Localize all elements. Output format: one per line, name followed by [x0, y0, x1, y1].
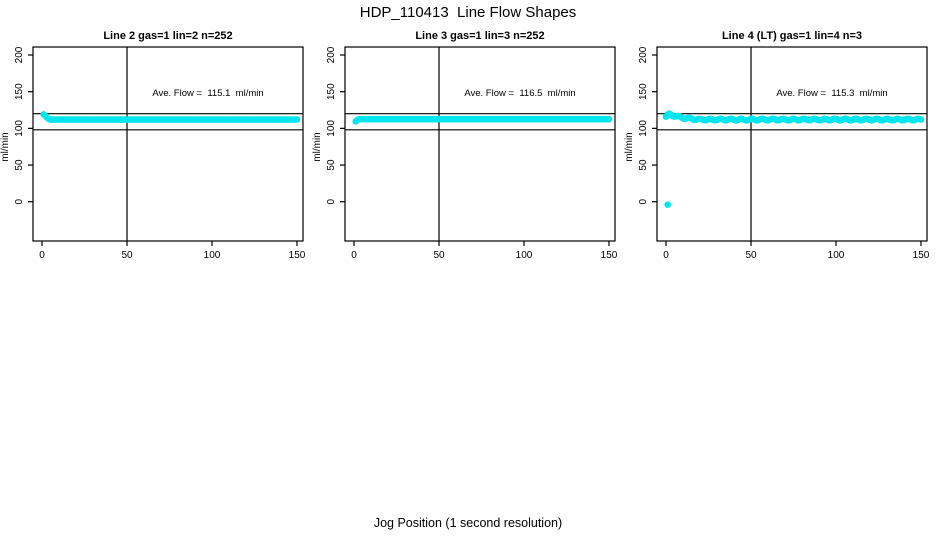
axes: 0 50 100 150 200 0 50 100 150 [326, 46, 618, 261]
ave-flow-annotation: Ave. Flow = 115.3 ml/min [776, 88, 887, 99]
y-tick-label: 50 [326, 159, 337, 171]
data-points [40, 111, 301, 123]
panel-line2-svg: Line 2 gas=1 lin=2 n=252 0 50 100 150 200 0 50… [0, 30, 306, 261]
data-point [917, 116, 925, 123]
data-points [352, 115, 613, 125]
panel-title: Line 4 (LT) gas=1 lin=4 n=3 [722, 30, 862, 42]
x-tick-label: 50 [745, 250, 757, 261]
y-axis-title: ml/min [312, 132, 323, 161]
axes: 0 50 100 150 200 0 50 100 150 [638, 46, 930, 261]
y-tick-label: 200 [14, 46, 25, 63]
y-tick-label: 100 [326, 120, 337, 137]
x-tick-label: 0 [663, 250, 669, 261]
panel-title: Line 2 gas=1 lin=2 n=252 [103, 30, 232, 42]
x-axis-title: Jog Position (1 second resolution) [373, 516, 563, 530]
y-tick-label: 150 [326, 83, 337, 100]
axes: 0 50 100 150 200 0 50 100 150 [14, 46, 306, 261]
x-tick-label: 50 [121, 250, 133, 261]
y-tick-label: 200 [638, 46, 649, 63]
x-tick-label: 100 [828, 250, 845, 261]
data-points [662, 110, 925, 208]
data-point [293, 116, 301, 123]
y-tick-label: 50 [638, 159, 649, 171]
y-tick-label: 100 [14, 120, 25, 137]
panels-row: Line 2 gas=1 lin=2 n=252 0 50 100 150 200 0 50… [0, 27, 936, 263]
y-tick-label: 200 [326, 46, 337, 63]
y-axis-title: ml/min [624, 132, 635, 161]
panel-line3-svg: Line 3 gas=1 lin=3 n=252 0 50 100 150 200 0 50… [312, 30, 618, 261]
y-tick-label: 100 [638, 120, 649, 137]
data-point [605, 115, 613, 123]
x-tick-label: 150 [601, 250, 618, 261]
y-tick-label: 0 [326, 198, 337, 204]
ref-lines [33, 47, 303, 241]
y-tick-label: 150 [638, 83, 649, 100]
panel-line3: Line 3 gas=1 lin=3 n=252 0 50 100 150 200 0 50… [312, 27, 624, 263]
ave-flow-annotation: Ave. Flow = 115.1 ml/min [152, 88, 263, 99]
outlier-point [664, 201, 671, 208]
y-axis-title: ml/min [0, 132, 11, 161]
panel-line2: Line 2 gas=1 lin=2 n=252 0 50 100 150 200 0 50… [0, 27, 312, 263]
y-tick-label: 0 [14, 198, 25, 204]
chart-title: HDP_110413 Line Flow Shapes [359, 4, 577, 21]
ref-lines [657, 47, 927, 241]
x-tick-label: 100 [204, 250, 221, 261]
x-tick-label: 0 [351, 250, 357, 261]
x-tick-label: 150 [289, 250, 306, 261]
panel-line4: Line 4 (LT) gas=1 lin=4 n=3 0 50 100 150 200… [624, 27, 936, 263]
y-tick-label: 150 [14, 83, 25, 100]
x-tick-label: 0 [39, 250, 45, 261]
ref-lines [345, 47, 615, 241]
ave-flow-annotation: Ave. Flow = 116.5 ml/min [464, 88, 575, 99]
y-tick-label: 0 [638, 198, 649, 204]
x-tick-label: 50 [433, 250, 445, 261]
y-tick-label: 50 [14, 159, 25, 171]
x-tick-label: 100 [516, 250, 533, 261]
panel-line4-svg: Line 4 (LT) gas=1 lin=4 n=3 0 50 100 150 200… [624, 30, 930, 261]
panel-title: Line 3 gas=1 lin=3 n=252 [415, 30, 544, 42]
x-tick-label: 150 [913, 250, 930, 261]
